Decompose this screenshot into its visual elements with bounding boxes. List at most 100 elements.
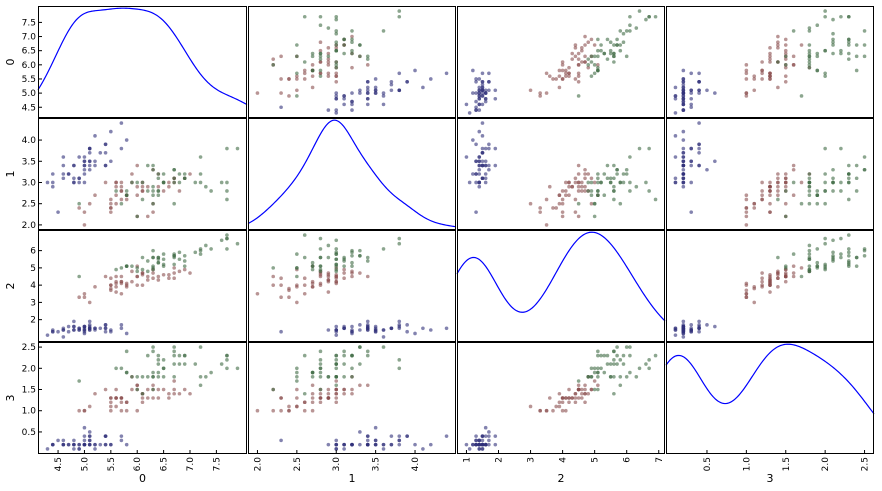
point-versicolor-48 bbox=[752, 300, 757, 305]
point-virginica-43 bbox=[846, 250, 851, 255]
point-versicolor-38 bbox=[334, 396, 339, 400]
point-virginica-25 bbox=[198, 172, 203, 176]
point-virginica-46 bbox=[151, 266, 155, 270]
point-virginica-37 bbox=[342, 374, 346, 379]
point-versicolor-47 bbox=[326, 278, 331, 282]
point-setosa-26 bbox=[365, 91, 370, 95]
point-versicolor-34 bbox=[334, 387, 339, 392]
point-setosa-31 bbox=[365, 80, 370, 84]
point-virginica-15 bbox=[156, 260, 161, 265]
point-versicolor-28 bbox=[135, 184, 140, 189]
point-virginica-24 bbox=[615, 362, 619, 366]
point-versicolor-14 bbox=[768, 290, 772, 294]
point-virginica-36 bbox=[151, 255, 155, 260]
point-setosa-47 bbox=[477, 172, 482, 176]
point-virginica-22 bbox=[647, 366, 651, 371]
point-versicolor-16 bbox=[576, 74, 581, 78]
point-virginica-33 bbox=[783, 189, 788, 193]
point-virginica-29 bbox=[618, 180, 623, 185]
point-setosa-13 bbox=[334, 447, 339, 451]
point-versicolor-23 bbox=[760, 271, 764, 275]
point-versicolor-49 bbox=[564, 189, 568, 193]
point-setosa-49 bbox=[358, 442, 362, 447]
point-versicolor-36 bbox=[342, 271, 346, 275]
point-versicolor-43 bbox=[538, 408, 542, 413]
point-virginica-45 bbox=[334, 43, 339, 47]
point-versicolor-14 bbox=[114, 290, 118, 294]
point-versicolor-27 bbox=[172, 379, 176, 383]
point-setosa-7 bbox=[480, 91, 485, 95]
point-setosa-31 bbox=[103, 163, 108, 168]
point-versicolor-10 bbox=[255, 408, 260, 413]
point-versicolor-25 bbox=[167, 276, 171, 281]
point-setosa-14 bbox=[471, 138, 475, 142]
point-setosa-28 bbox=[93, 442, 97, 447]
point-versicolor-40 bbox=[302, 77, 307, 81]
point-virginica-19 bbox=[783, 63, 788, 67]
point-virginica-44 bbox=[172, 254, 176, 258]
point-versicolor-0 bbox=[776, 34, 780, 39]
point-versicolor-12 bbox=[271, 283, 276, 287]
point-setosa-20 bbox=[681, 80, 686, 84]
point-virginica-18 bbox=[225, 197, 229, 202]
point-virginica-8 bbox=[295, 374, 299, 379]
point-setosa-20 bbox=[487, 80, 491, 84]
point-virginica-45 bbox=[172, 180, 176, 185]
point-virginica-30 bbox=[628, 23, 632, 28]
point-virginica-21 bbox=[114, 267, 118, 272]
point-virginica-18 bbox=[225, 233, 229, 237]
point-virginica-12 bbox=[177, 257, 182, 262]
point-setosa-22 bbox=[464, 442, 469, 447]
point-setosa-36 bbox=[109, 159, 113, 164]
point-versicolor-39 bbox=[560, 77, 565, 81]
point-setosa-22 bbox=[381, 442, 386, 447]
point-versicolor-26 bbox=[776, 189, 780, 193]
point-virginica-40 bbox=[854, 176, 859, 181]
point-versicolor-37 bbox=[151, 210, 155, 214]
point-versicolor-19 bbox=[114, 201, 118, 206]
x-tick-label-2-5: 5 bbox=[591, 457, 601, 463]
point-setosa-33 bbox=[681, 129, 686, 134]
point-versicolor-43 bbox=[279, 408, 283, 413]
point-setosa-38 bbox=[474, 180, 478, 185]
point-virginica-36 bbox=[365, 255, 370, 260]
point-versicolor-26 bbox=[177, 189, 182, 193]
point-virginica-33 bbox=[151, 387, 155, 392]
point-virginica-39 bbox=[342, 362, 346, 366]
point-versicolor-12 bbox=[560, 214, 565, 219]
point-virginica-12 bbox=[334, 40, 339, 44]
x-tick-label-1-2.0: 2.0 bbox=[254, 457, 264, 472]
point-versicolor-16 bbox=[783, 74, 788, 78]
point-setosa-16 bbox=[697, 329, 701, 334]
point-virginica-43 bbox=[621, 353, 626, 358]
panel-frame-2-0 bbox=[38, 230, 247, 342]
point-versicolor-0 bbox=[350, 34, 354, 39]
point-virginica-43 bbox=[846, 40, 851, 44]
point-virginica-34 bbox=[302, 255, 307, 260]
point-versicolor-13 bbox=[326, 271, 331, 275]
point-setosa-26 bbox=[483, 163, 488, 168]
point-virginica-34 bbox=[302, 60, 307, 64]
point-virginica-22 bbox=[318, 236, 323, 241]
point-setosa-18 bbox=[487, 146, 491, 151]
x-tick-label-2-2: 2 bbox=[495, 457, 505, 463]
point-setosa-6 bbox=[365, 102, 370, 107]
point-virginica-45 bbox=[846, 262, 851, 267]
point-versicolor-43 bbox=[744, 210, 749, 214]
point-virginica-29 bbox=[198, 383, 203, 388]
point-virginica-27 bbox=[140, 374, 145, 379]
point-virginica-15 bbox=[350, 260, 354, 265]
point-setosa-49 bbox=[681, 91, 686, 95]
point-versicolor-19 bbox=[557, 404, 562, 409]
point-versicolor-6 bbox=[791, 167, 796, 172]
point-setosa-35 bbox=[471, 172, 475, 176]
point-versicolor-21 bbox=[140, 283, 145, 287]
point-virginica-39 bbox=[342, 259, 346, 263]
point-virginica-49 bbox=[130, 264, 134, 268]
point-virginica-4 bbox=[161, 252, 166, 256]
point-versicolor-17 bbox=[564, 193, 568, 198]
point-virginica-16 bbox=[608, 48, 613, 53]
point-virginica-21 bbox=[823, 74, 827, 78]
point-versicolor-35 bbox=[365, 274, 370, 279]
point-setosa-28 bbox=[93, 163, 97, 168]
